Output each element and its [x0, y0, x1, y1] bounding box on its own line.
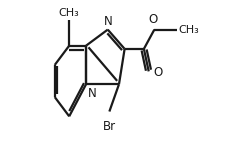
Text: Br: Br: [103, 120, 116, 133]
Text: N: N: [104, 15, 113, 28]
Text: O: O: [154, 66, 163, 80]
Text: CH₃: CH₃: [59, 8, 79, 18]
Text: CH₃: CH₃: [178, 25, 199, 35]
Text: N: N: [88, 87, 96, 100]
Text: O: O: [148, 13, 157, 26]
